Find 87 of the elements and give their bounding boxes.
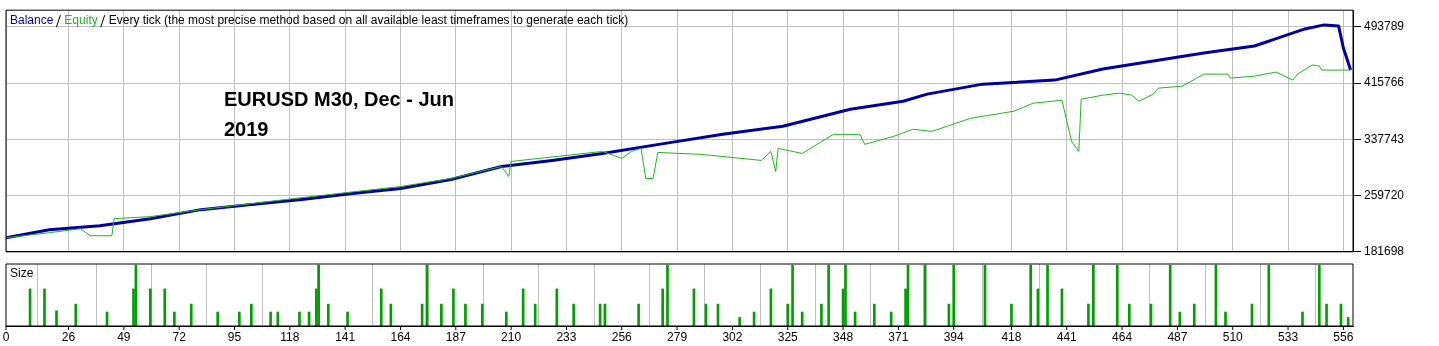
bar <box>55 310 58 326</box>
bar <box>440 303 443 326</box>
bar <box>1087 303 1090 326</box>
bar <box>637 303 640 326</box>
bar <box>250 303 253 326</box>
x-tick-label: 464 <box>1112 330 1133 345</box>
x-tick-label: 325 <box>777 330 799 345</box>
bar <box>346 311 349 326</box>
bar <box>827 264 830 326</box>
bar <box>873 303 876 326</box>
bar <box>786 303 790 326</box>
bar <box>74 303 78 326</box>
x-tick-label: 210 <box>501 330 522 345</box>
bar <box>1224 311 1227 326</box>
bar <box>1168 264 1172 326</box>
bar <box>844 264 847 326</box>
x-tick-label: 348 <box>833 330 854 345</box>
y-tick-label: 337743 <box>1364 131 1405 146</box>
x-tick-label: 72 <box>172 330 187 345</box>
x-tick-label: 118 <box>280 330 300 345</box>
bar <box>1301 311 1304 326</box>
bar <box>1127 303 1131 326</box>
x-tick-label: 371 <box>888 330 909 345</box>
x-tick-label: 556 <box>1333 330 1354 345</box>
bar <box>1010 303 1013 326</box>
x-tick-label: 95 <box>227 330 242 345</box>
x-tick-label: 418 <box>1001 330 1022 345</box>
bar <box>533 303 537 326</box>
bar <box>555 288 559 326</box>
bar <box>163 288 167 326</box>
bar <box>1115 264 1119 326</box>
x-tick-label: 441 <box>1056 330 1078 345</box>
bar <box>276 311 280 326</box>
x-tick-label: 279 <box>667 330 688 345</box>
bar <box>480 303 484 326</box>
bar <box>666 264 669 326</box>
bar <box>1318 264 1321 326</box>
bar <box>1346 317 1350 326</box>
bar <box>661 288 664 326</box>
x-tick-label: 141 <box>335 330 356 345</box>
bar <box>326 303 330 326</box>
bar <box>464 303 467 326</box>
bar <box>237 311 241 326</box>
bar <box>452 288 455 326</box>
bar <box>148 288 152 326</box>
bar <box>738 317 741 326</box>
bar <box>1325 303 1328 326</box>
bar <box>791 264 794 326</box>
chart-title: Every tick (the most precise method based on all available least timeframes to generate each tick) <box>108 12 629 27</box>
bar <box>1192 303 1196 326</box>
y-tick-label: 181698 <box>1364 244 1405 259</box>
x-tick-label: 233 <box>556 330 577 345</box>
x-tick-label: 256 <box>611 330 633 345</box>
x-tick-label: 0 <box>2 330 10 345</box>
annotation: EURUSD M30, Dec - Jun 2019 <box>224 87 455 140</box>
bar <box>269 311 272 326</box>
bar <box>572 303 575 326</box>
bar <box>1267 264 1271 326</box>
x-tick-label: 487 <box>1167 330 1188 345</box>
bar <box>820 303 823 326</box>
bar <box>504 311 508 326</box>
y-tick-label: 415766 <box>1364 75 1405 90</box>
x-tick-label: 394 <box>943 330 965 345</box>
bar <box>889 311 893 326</box>
x-tick-label: 187 <box>445 330 467 345</box>
bar <box>800 311 804 326</box>
x-tick-label: 26 <box>61 330 76 345</box>
x-tick-label: 302 <box>722 330 743 345</box>
x-tick-label: 510 <box>1222 330 1244 345</box>
x-tick-label: 49 <box>117 330 131 345</box>
x-tick-label: 533 <box>1278 330 1299 345</box>
bar <box>43 288 46 326</box>
text: Balance <box>10 12 54 27</box>
bar <box>189 303 193 326</box>
bar <box>216 311 219 326</box>
x-tick-label: 164 <box>390 330 411 345</box>
y-tick-label: 259720 <box>1364 187 1405 202</box>
bar <box>1046 264 1049 326</box>
bar <box>1178 311 1182 326</box>
bar <box>1029 264 1033 326</box>
text: Equity <box>64 12 98 27</box>
bar <box>298 311 301 326</box>
bar <box>173 311 176 326</box>
bar <box>379 288 383 326</box>
y-tick-label: 493789 <box>1364 19 1405 34</box>
bar <box>952 264 956 326</box>
chart-title: Size <box>10 266 34 281</box>
